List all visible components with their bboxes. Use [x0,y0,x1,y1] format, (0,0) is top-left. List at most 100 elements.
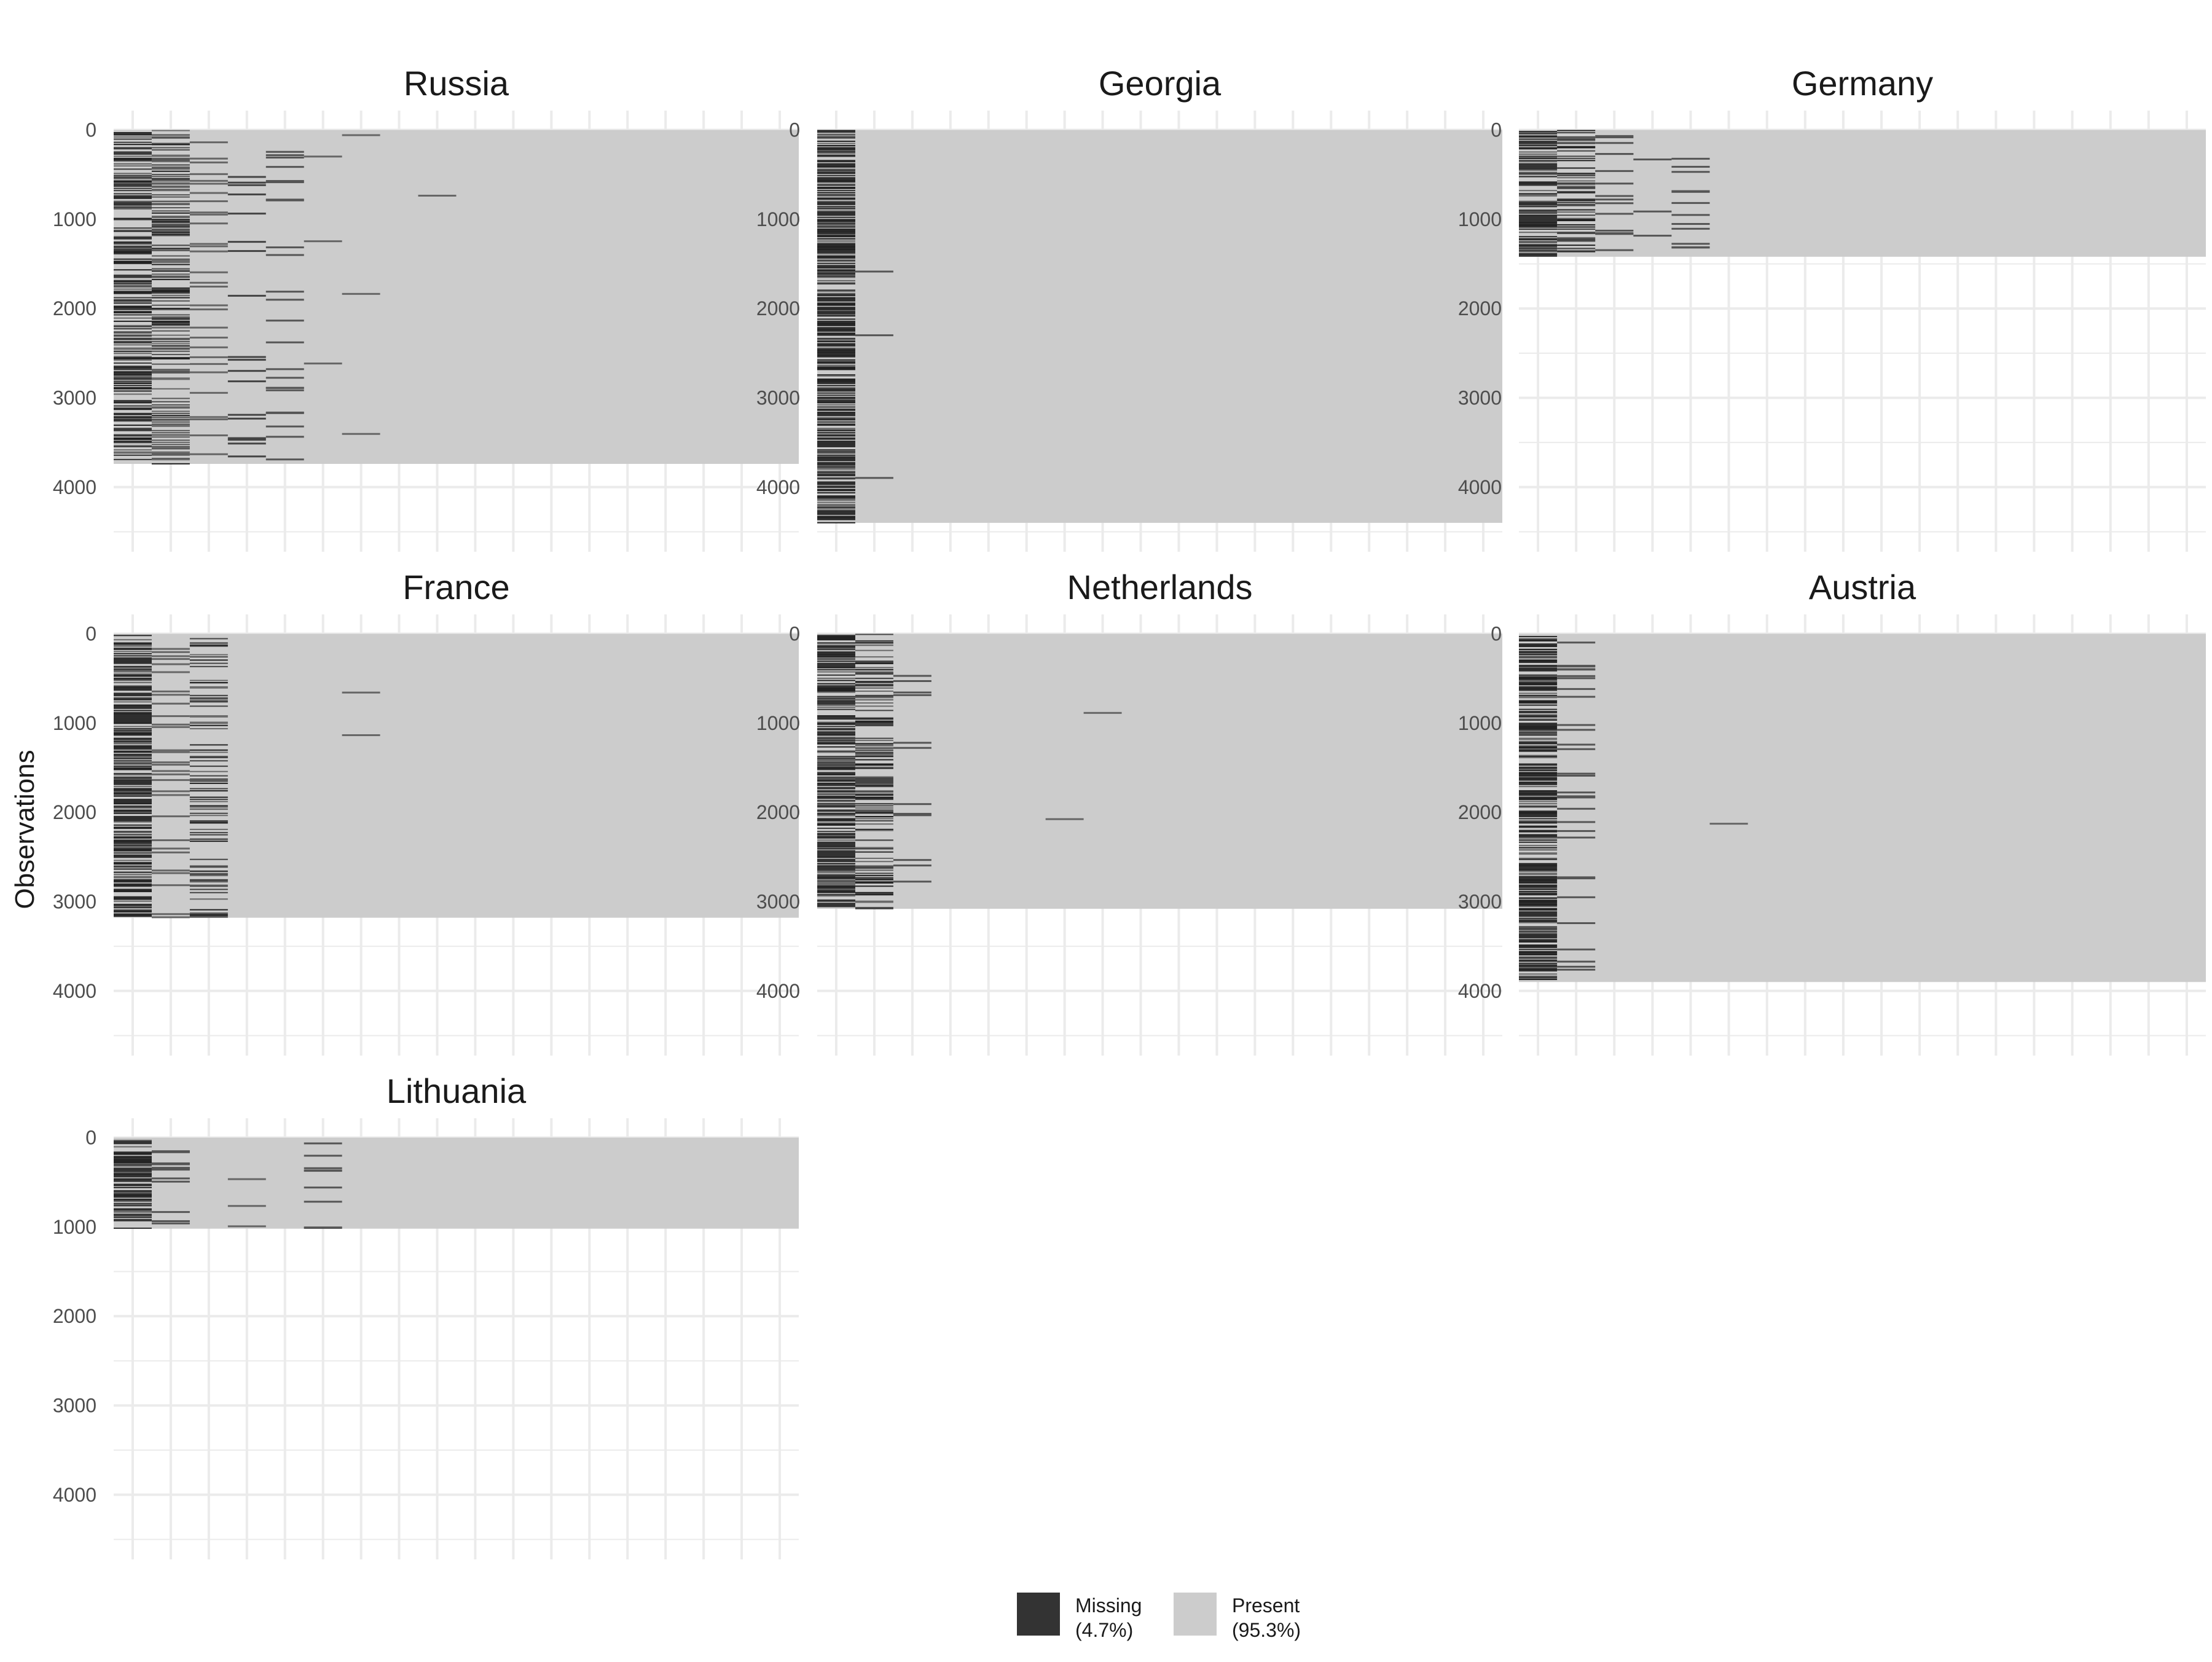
missing-mark [114,419,152,421]
missing-mark [114,718,152,720]
missing-mark [114,425,152,426]
missing-mark [1519,653,1558,654]
missing-mark [189,157,228,160]
y-tick-label: 1000 [756,208,800,230]
missing-col-5 [1709,823,1748,825]
missing-mark [151,401,190,402]
missing-mark [1595,142,1634,144]
missing-mark [114,801,152,802]
missing-mark [1519,660,1558,662]
missing-mark [189,822,228,824]
missing-mark [114,387,152,389]
missing-mark [855,805,893,807]
missing-mark [817,406,855,408]
missing-mark [817,854,855,856]
missing-mark [151,1211,190,1213]
missing-mark [817,467,855,469]
missing-mark [855,839,893,841]
missing-mark [114,261,152,262]
missing-mark [817,451,855,453]
missing-mark [855,751,893,753]
missing-mark [114,806,152,808]
panel-title: Netherlands [1067,568,1253,606]
missing-mark [114,339,152,340]
missing-mark [817,265,855,268]
missing-mark [817,740,855,742]
y-tick-label: 0 [85,119,96,141]
legend-pct: (4.7%) [1075,1619,1133,1641]
missing-mark [189,179,228,182]
missing-mark [1519,864,1558,866]
missing-mark [1519,714,1558,716]
missing-mark [114,1185,152,1186]
missing-mark [114,1211,152,1213]
missing-mark [189,271,228,273]
missing-mark [114,138,152,140]
missing-mark [114,732,152,734]
missing-mark [114,174,152,176]
missing-mark [151,1151,190,1153]
missing-mark [114,891,152,893]
missing-mark [817,795,855,797]
missing-mark [114,888,152,890]
missing-mark [817,412,855,414]
missing-mark [817,183,855,185]
missing-mark [151,291,190,293]
missing-mark [342,292,380,295]
missing-mark [1519,652,1558,654]
missing-mark [817,170,855,173]
missing-mark [1519,966,1558,968]
missing-mark [114,388,152,390]
missing-mark [114,245,152,247]
missing-mark [817,764,855,766]
missing-mark [114,151,152,153]
missing-mark [189,805,228,807]
missing-mark [1557,696,1596,698]
missing-mark [817,155,855,157]
y-tick-label: 2000 [53,1305,96,1327]
missing-mark [151,216,190,218]
missing-mark [114,335,152,337]
missing-mark [817,818,855,820]
missing-mark [114,452,152,454]
missing-mark [1595,198,1634,201]
missing-mark [1671,243,1710,245]
missing-mark [817,348,855,350]
missing-mark [114,230,152,232]
missing-mark [189,336,228,339]
missing-mark [817,495,855,497]
missing-mark [817,444,855,445]
missing-mark [817,307,855,309]
missing-mark [114,262,152,264]
missing-mark [227,439,266,441]
missing-mark [1519,245,1558,247]
missing-mark [1519,945,1558,947]
missing-mark [817,236,855,238]
missing-col-6 [342,691,380,737]
missing-mark [151,358,190,359]
missing-mark [855,776,893,778]
missing-mark [817,353,855,355]
missing-mark [817,437,855,439]
missing-mark [855,745,893,747]
missing-mark [1671,165,1710,168]
missing-mark [1519,212,1558,214]
missing-mark [114,428,152,429]
missing-mark [151,229,190,231]
missing-mark [1519,933,1558,935]
missing-mark [817,332,855,334]
missing-mark [114,842,152,844]
missing-mark [817,173,855,174]
missing-mark [227,193,266,195]
missing-mark [1519,822,1558,824]
missing-mark [114,181,152,183]
missing-mark [114,742,152,743]
missing-mark [114,871,152,873]
missing-mark [151,663,190,665]
missing-mark [114,668,152,670]
missing-mark [817,308,855,311]
missing-mark [817,383,855,385]
missing-mark [1519,680,1558,681]
missing-mark [1045,818,1084,820]
missing-mark [1519,749,1558,751]
